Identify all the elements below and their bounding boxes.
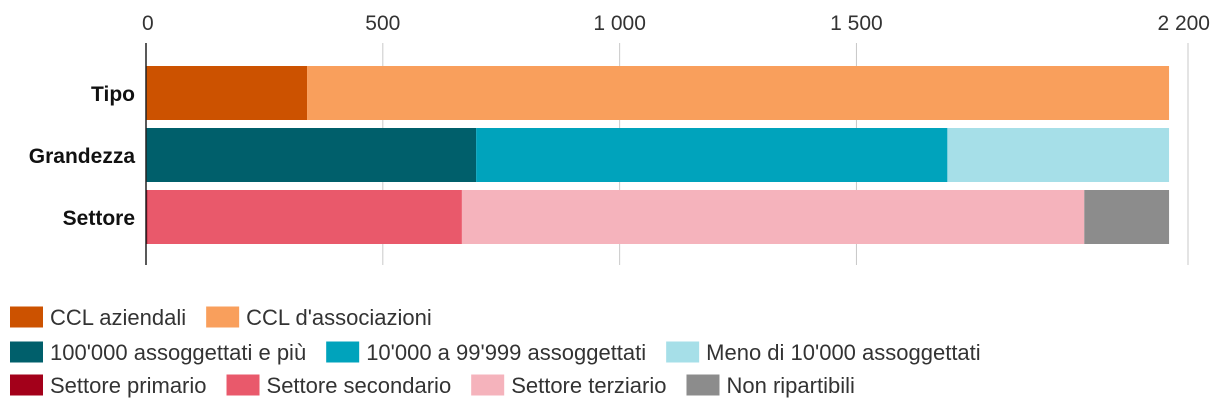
bar-segment-100-000-assoggettati-e-piu bbox=[146, 128, 477, 182]
legend-label: CCL aziendali bbox=[50, 305, 186, 330]
legend-swatch bbox=[666, 341, 700, 363]
legend-swatch bbox=[206, 306, 240, 328]
legend-label: Settore terziario bbox=[511, 373, 666, 398]
legend-item-10-000-a-99-999-assoggettati: 10'000 a 99'999 assoggettati bbox=[326, 340, 646, 365]
legend-label: Meno di 10'000 assoggettati bbox=[706, 340, 981, 365]
x-tick-label: 0 bbox=[142, 12, 154, 35]
category-label-tipo: Tipo bbox=[91, 83, 135, 106]
x-tick-label: 1 500 bbox=[830, 12, 883, 35]
bar-segment-settore-secondario bbox=[147, 190, 462, 244]
legend-label: 10'000 a 99'999 assoggettati bbox=[366, 340, 646, 365]
x-tick-label: 1 000 bbox=[593, 12, 646, 35]
legend-item-settore-primario: Settore primario bbox=[10, 373, 207, 398]
legend-item-non-ripartibili: Non ripartibili bbox=[686, 373, 855, 398]
category-label-settore: Settore bbox=[63, 207, 135, 230]
legend-item-100-000-assoggettati-e-piu: 100'000 assoggettati e più bbox=[10, 340, 306, 365]
legend: CCL aziendali CCL d'associazioni 100'000 a… bbox=[10, 305, 981, 398]
bar-segment-non-ripartibili bbox=[1084, 190, 1170, 244]
legend-swatch bbox=[471, 374, 505, 396]
legend-swatch bbox=[10, 306, 43, 328]
legend-label: Non ripartibili bbox=[726, 373, 854, 398]
bar-segment-ccl-d-associazioni bbox=[307, 66, 1170, 120]
legend-label: Settore primario bbox=[50, 373, 207, 398]
legend-label: CCL d'associazioni bbox=[246, 305, 432, 330]
category-labels: Tipo Grandezza Settore bbox=[29, 83, 136, 230]
x-axis-ticks: 0 500 1 000 1 500 2 200 bbox=[142, 12, 1210, 35]
legend-label: 100'000 assoggettati e più bbox=[50, 340, 306, 365]
bar-segment-ccl-aziendali bbox=[146, 66, 308, 120]
x-tick-label: 500 bbox=[365, 12, 400, 35]
legend-item-settore-secondario: Settore secondario bbox=[226, 373, 452, 398]
bar-segment-settore-terziario bbox=[461, 190, 1085, 244]
legend-item-ccl-aziendali: CCL aziendali bbox=[10, 305, 186, 330]
bar-segment-meno-di-10-000-assoggettati bbox=[947, 128, 1170, 182]
legend-item-meno-di-10-000-assoggettati: Meno di 10'000 assoggettati bbox=[666, 340, 981, 365]
bar-segment-10-000-a-99-999-assoggettati bbox=[476, 128, 948, 182]
legend-swatch bbox=[326, 341, 360, 363]
legend-item-ccl-d-associazioni: CCL d'associazioni bbox=[206, 305, 432, 330]
legend-swatch bbox=[10, 341, 43, 363]
category-label-grandezza: Grandezza bbox=[29, 145, 136, 168]
bars bbox=[146, 66, 1170, 244]
legend-label: Settore secondario bbox=[267, 373, 452, 398]
legend-swatch bbox=[226, 374, 260, 396]
x-tick-label: 2 200 bbox=[1157, 12, 1210, 35]
legend-swatch bbox=[10, 374, 43, 396]
legend-item-settore-terziario: Settore terziario bbox=[471, 373, 666, 398]
legend-swatch bbox=[686, 374, 720, 396]
